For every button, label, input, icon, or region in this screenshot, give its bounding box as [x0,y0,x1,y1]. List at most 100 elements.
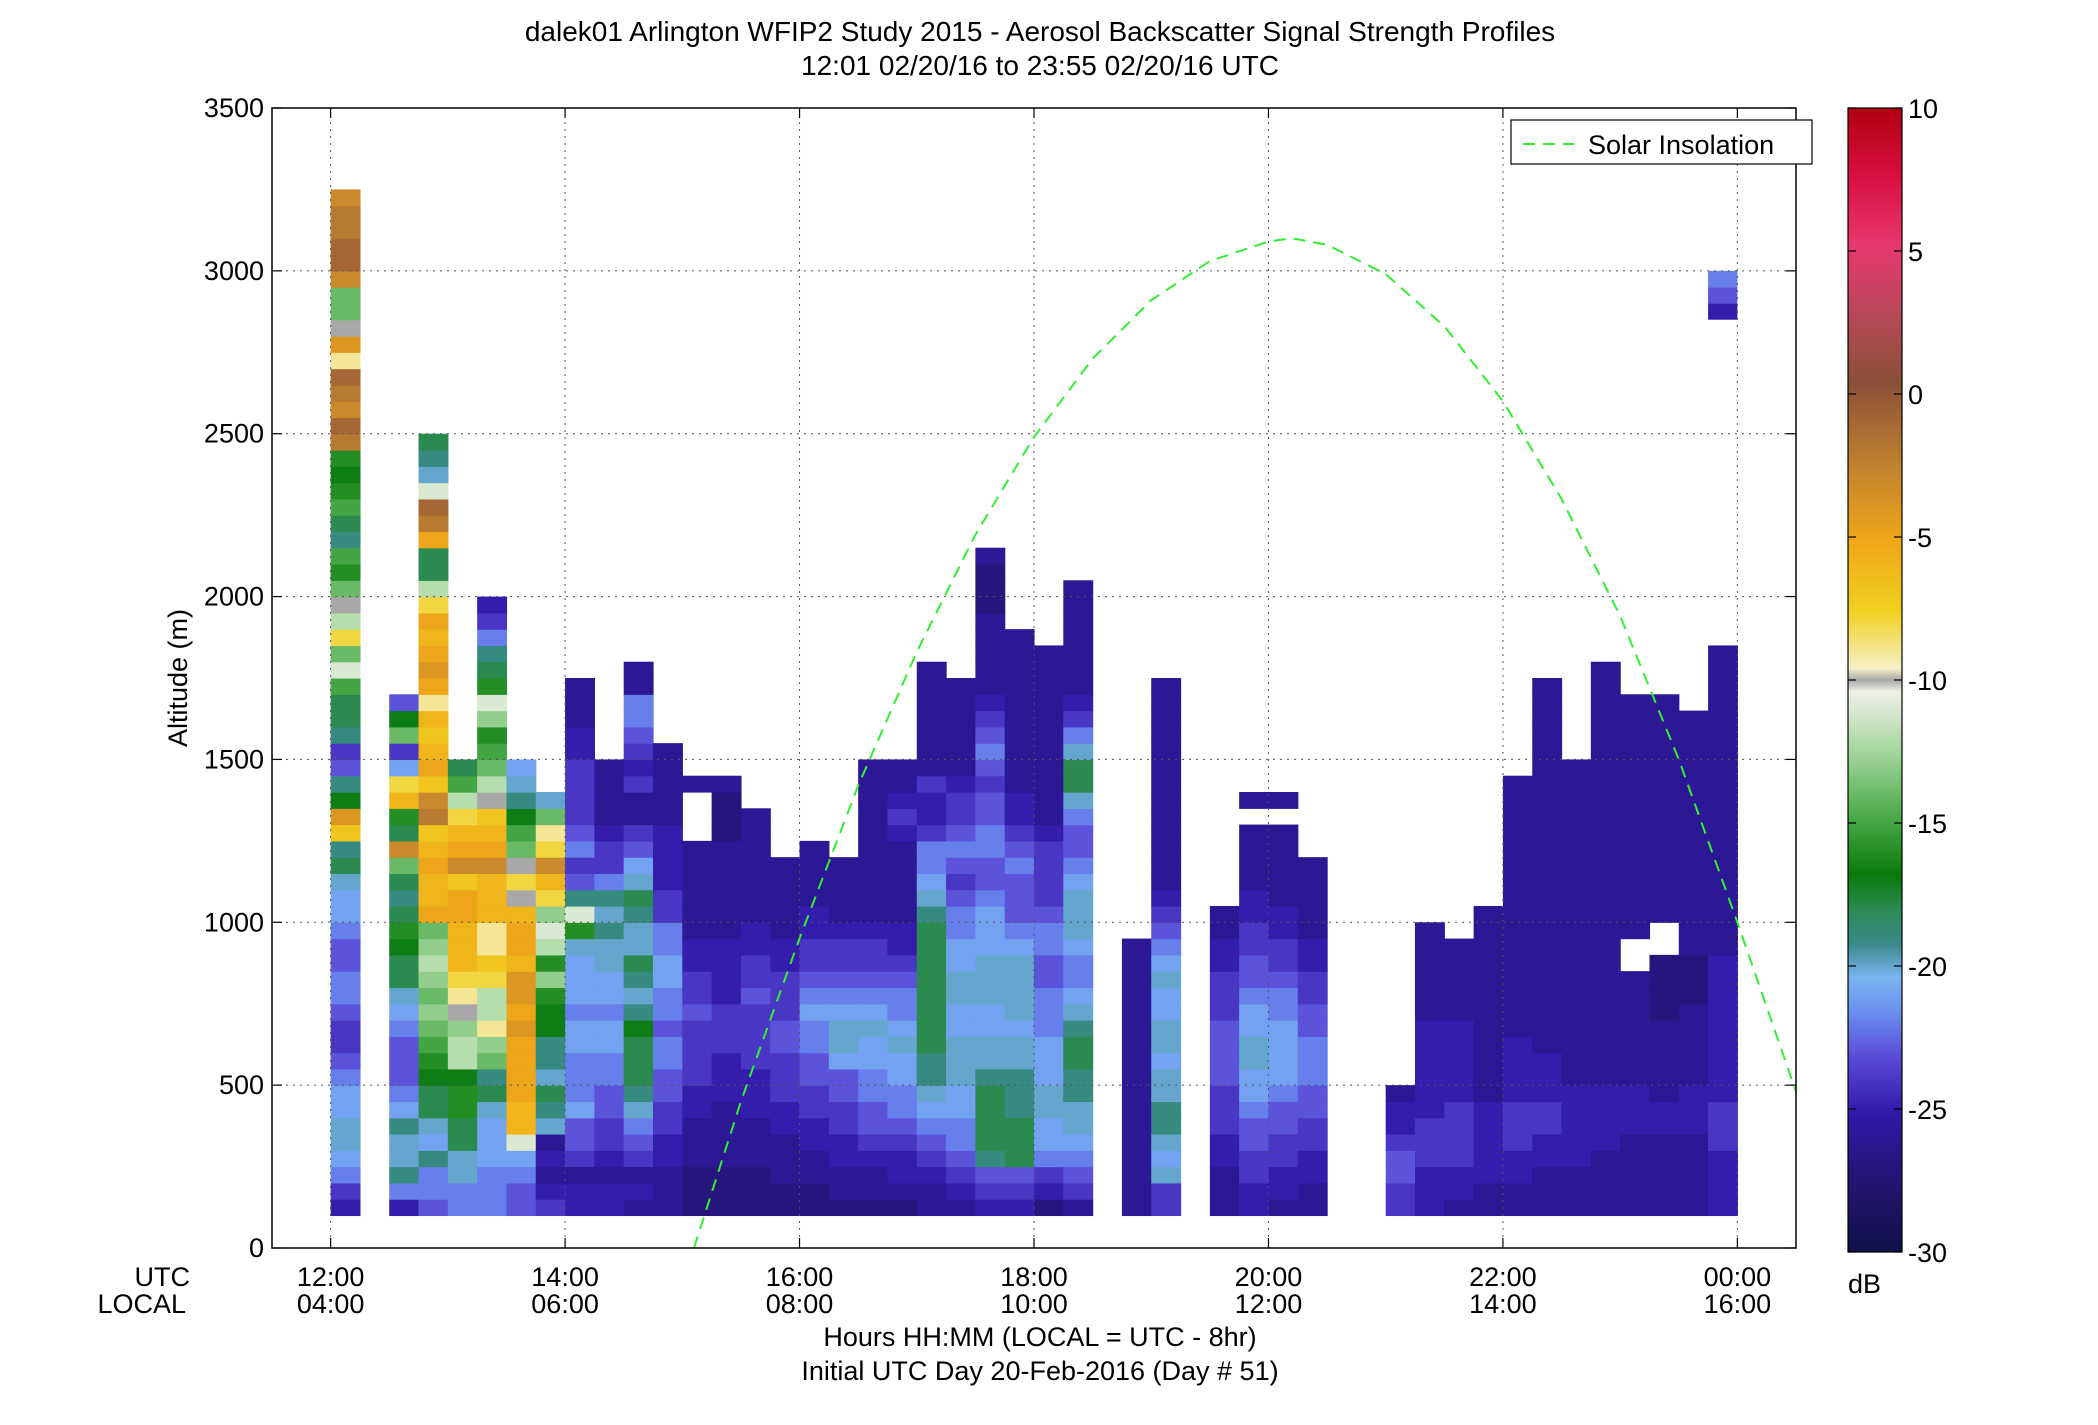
x-tick-label-local: 10:00 [1000,1289,1068,1319]
heatmap-cell [887,971,918,989]
heatmap-cell [565,954,595,972]
heatmap-cell [653,954,683,972]
heatmap-cell [1561,1199,1592,1217]
heatmap-cell [1004,987,1035,1005]
heatmap-cell [1063,1166,1094,1184]
heatmap-cell [1209,987,1240,1005]
heatmap-cell [1708,938,1738,956]
heatmap-cell [477,873,508,891]
heatmap-cell [1561,840,1592,858]
heatmap-cell [330,938,361,956]
heatmap-cell [1649,1199,1680,1217]
heatmap-cell [477,726,508,744]
heatmap-cell [946,1150,976,1168]
heatmap-cell [1620,824,1651,842]
heatmap-cell [1209,922,1240,940]
y-tick-label: 2500 [204,419,264,449]
heatmap-cell [1151,1020,1182,1037]
heatmap-cell [1151,840,1182,858]
heatmap-cell [1004,629,1035,647]
y-tick-label: 500 [219,1070,264,1100]
heatmap-cell [330,547,361,565]
x-tick-label-utc: 22:00 [1469,1262,1537,1292]
heatmap-cell [1415,1166,1445,1184]
heatmap-cell [1063,1003,1094,1021]
heatmap-cell [389,906,420,923]
heatmap-cell [506,906,537,923]
heatmap-cell [711,1052,742,1070]
heatmap-cell [1034,1020,1064,1037]
heatmap-cell [1297,938,1328,956]
heatmap-cell [858,938,889,956]
heatmap-cell [1590,906,1621,923]
heatmap-cell [330,678,361,695]
heatmap-cell [946,759,976,777]
heatmap-cell [1034,775,1064,793]
heatmap-cell [946,1134,976,1151]
heatmap-cell [1121,1182,1152,1200]
heatmap-cell [330,1150,361,1168]
heatmap-cell [916,1199,947,1217]
heatmap-cell [1532,954,1563,972]
heatmap-cell [477,775,508,793]
heatmap-cell [623,824,654,842]
heatmap-cell [975,1085,1006,1103]
heatmap-cell [1444,1199,1475,1217]
heatmap-cell [653,922,683,940]
heatmap-cell [916,792,947,809]
heatmap-cell [418,1052,449,1070]
heatmap-cell [682,922,713,940]
heatmap-cell [1004,1182,1035,1200]
heatmap-cell [1004,678,1035,695]
heatmap-cell [1708,987,1738,1005]
heatmap-cell [418,531,449,549]
heatmap-cell [1415,1134,1445,1151]
heatmap-cell [330,1003,361,1021]
heatmap-cell [1239,824,1270,842]
heatmap-cell [1415,987,1445,1005]
heatmap-cell [1590,938,1621,956]
heatmap-cell [887,922,918,940]
heatmap-cell [653,759,683,777]
heatmap-cell [1034,1182,1064,1200]
heatmap-cell [828,1003,859,1021]
heatmap-cell [1502,873,1533,891]
heatmap-cell [535,938,566,956]
heatmap-cell [535,889,566,907]
heatmap-cell [1590,726,1621,744]
heatmap-cell [330,254,361,272]
heatmap-cell [1708,743,1738,761]
heatmap-cell [887,1166,918,1184]
heatmap-cell [946,1020,976,1037]
heatmap-cell [447,1068,478,1086]
heatmap-cell [389,694,420,712]
heatmap-cell [623,1182,654,1200]
heatmap-cell [1121,1117,1152,1135]
heatmap-cell [916,1068,947,1086]
heatmap-cell [1590,1117,1621,1135]
heatmap-cell [1473,1085,1504,1103]
heatmap-cell [653,1199,683,1217]
heatmap-cell [1239,873,1270,891]
x-axis-sublabel: Initial UTC Day 20-Feb-2016 (Day # 51) [801,1356,1278,1386]
heatmap-cell [506,1199,537,1217]
heatmap-cell [1561,889,1592,907]
heatmap-cell [975,987,1006,1005]
heatmap-cell [330,1036,361,1054]
heatmap-cell [1121,1134,1152,1151]
heatmap-cell [477,1182,508,1200]
heatmap-cell [887,1199,918,1217]
heatmap-cell [799,1101,830,1119]
heatmap-cell [623,1068,654,1086]
heatmap-cells [330,189,1738,1217]
heatmap-cell [1239,971,1270,989]
heatmap-cell [1678,759,1709,777]
heatmap-cell [1649,1052,1680,1070]
heatmap-cell [447,1117,478,1135]
heatmap-cell [1004,710,1035,728]
heatmap-cell [594,1052,625,1070]
heatmap-cell [1708,303,1738,320]
heatmap-cell [1590,824,1621,842]
heatmap-cell [418,678,449,695]
heatmap-cell [565,1020,595,1037]
